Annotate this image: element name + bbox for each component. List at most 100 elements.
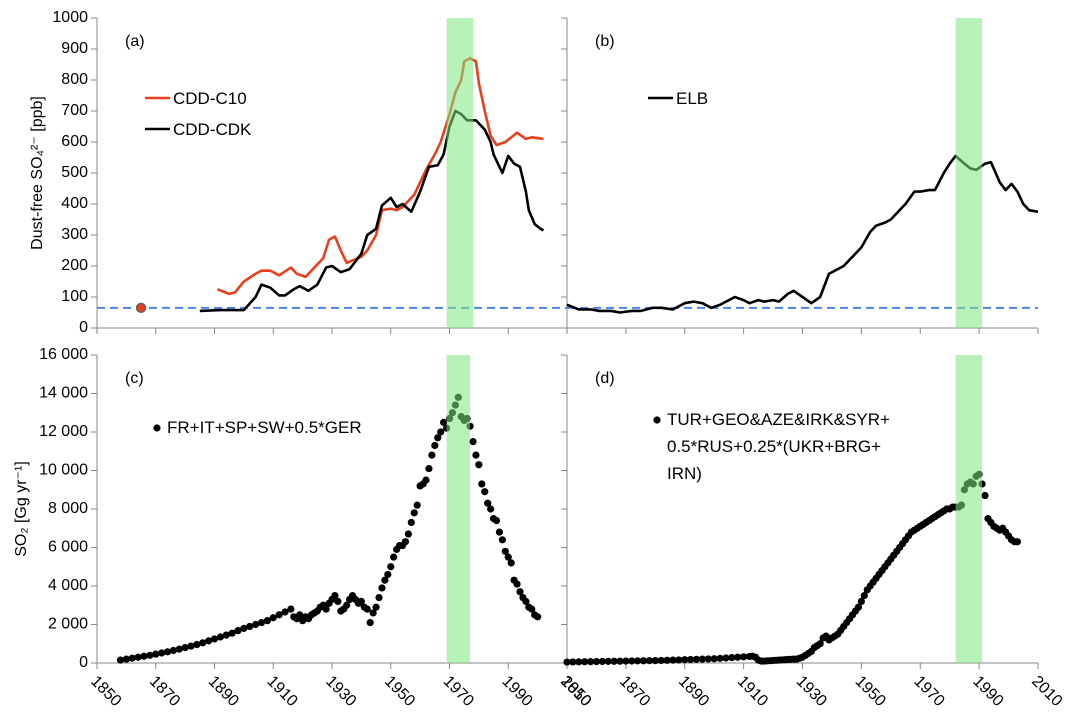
data-point	[634, 657, 642, 665]
data-point	[357, 597, 365, 606]
data-point	[425, 464, 433, 473]
data-point	[181, 644, 189, 652]
legend-label: FR+IT+SP+SW+0.5*GER	[167, 418, 362, 437]
data-point	[592, 657, 601, 666]
y-tick-label: 200	[61, 257, 88, 274]
data-point	[628, 657, 636, 665]
x-tick-label: 1870	[146, 673, 183, 710]
panel-label: (d)	[595, 370, 615, 387]
highlight-band	[955, 18, 983, 328]
data-point	[710, 655, 718, 663]
data-point	[675, 656, 683, 664]
x-tick-label: 1970	[910, 673, 947, 710]
data-point	[616, 657, 624, 665]
data-point	[704, 655, 712, 663]
x-tick-label: 1990	[498, 673, 535, 710]
data-point	[116, 656, 125, 664]
data-point	[246, 622, 254, 631]
data-point	[205, 637, 213, 645]
data-point	[263, 617, 271, 625]
data-point	[534, 613, 542, 621]
data-point	[687, 655, 695, 664]
y-tick-label: 600	[61, 133, 88, 150]
data-point	[281, 608, 289, 616]
data-point	[492, 516, 501, 525]
data-point	[169, 646, 177, 655]
data-point	[378, 584, 386, 592]
panel-label: (b)	[595, 33, 615, 50]
data-point	[375, 593, 383, 602]
data-point	[504, 553, 512, 561]
data-point	[428, 451, 436, 459]
data-point	[163, 648, 172, 656]
y-tick-label: 500	[61, 164, 88, 181]
data-point	[228, 629, 236, 637]
data-point	[481, 488, 489, 496]
x-tick-label: 1890	[205, 673, 242, 710]
data-point	[296, 611, 304, 619]
data-point	[175, 645, 183, 653]
data-point	[816, 640, 824, 648]
y-tick-label: 14 000	[39, 385, 88, 402]
y-tick-label: 400	[61, 195, 88, 212]
data-point	[372, 603, 380, 611]
x-tick-label: 1850	[87, 673, 124, 710]
data-point	[158, 649, 166, 657]
legend-label: TUR+GEO&AZE&IRK&SYR+ 0.5*RUS+0.25*(UKR+B…	[667, 410, 890, 483]
data-point	[639, 657, 648, 665]
data-point	[740, 653, 748, 661]
data-point	[431, 441, 439, 450]
data-point	[569, 658, 577, 666]
data-point	[663, 656, 671, 664]
data-point	[469, 438, 477, 446]
data-point	[322, 605, 330, 613]
data-point	[854, 603, 863, 611]
data-point	[381, 576, 389, 584]
data-point	[487, 505, 495, 513]
data-point	[193, 640, 201, 649]
data-point	[501, 547, 509, 555]
legend-box: CDD-C10	[173, 89, 247, 108]
y-axis-label: SO₂ [Gg yr⁻¹]	[13, 461, 30, 557]
data-point	[860, 592, 868, 600]
y-tick-label: 8 000	[48, 500, 88, 517]
x-tick-label: 1970	[440, 673, 477, 710]
data-point	[575, 658, 583, 666]
data-point	[128, 654, 136, 662]
data-point	[234, 627, 242, 635]
data-point	[240, 624, 248, 632]
data-point	[681, 656, 689, 664]
y-tick-label: 700	[61, 102, 88, 119]
x-tick-label: 1950	[381, 673, 418, 710]
highlight-band	[955, 355, 983, 663]
data-point	[495, 528, 504, 536]
data-point	[604, 657, 612, 665]
data-point	[507, 559, 515, 567]
data-point	[692, 655, 701, 663]
y-tick-label: 0	[79, 319, 88, 336]
data-point	[622, 657, 630, 665]
data-point	[363, 605, 371, 613]
data-point	[698, 655, 707, 663]
data-point	[472, 451, 480, 459]
x-tick-label: 2010	[1028, 673, 1065, 710]
x-tick-label: 1950	[852, 673, 889, 710]
data-point	[422, 476, 430, 484]
data-point	[140, 652, 148, 660]
data-point	[401, 538, 410, 546]
panel-label: (c)	[125, 370, 144, 387]
data-point	[516, 588, 524, 596]
data-point	[404, 530, 412, 538]
y-tick-label: 0	[79, 654, 88, 671]
data-point	[134, 653, 142, 661]
data-point	[187, 642, 195, 650]
data-point	[199, 639, 207, 647]
data-point	[669, 656, 677, 664]
data-point	[334, 597, 342, 606]
data-point	[210, 635, 219, 643]
data-point	[586, 658, 595, 666]
data-point	[410, 509, 418, 517]
y-tick-label: 100	[61, 288, 88, 305]
